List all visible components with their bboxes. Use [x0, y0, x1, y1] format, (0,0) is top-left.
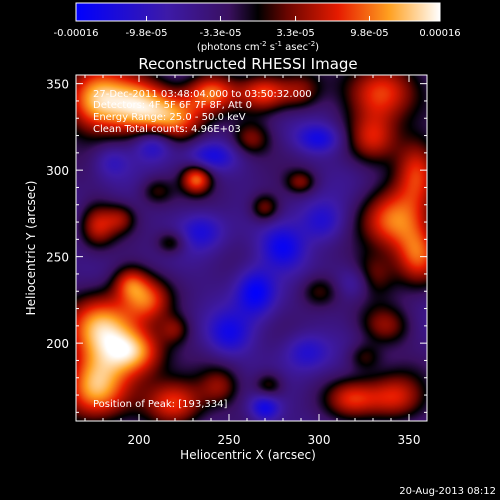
heatmap-image: [76, 75, 427, 421]
axis-ticks: 200 250 300 350 200 250 300 350: [46, 75, 428, 447]
plot-frame: [75, 74, 428, 422]
annotation-time-range: 27-Dec-2011 03:48:04.000 to 03:50:32.000: [93, 89, 312, 100]
y-tick-label: 200: [46, 337, 69, 351]
y-tick-label: 300: [46, 164, 69, 178]
annotation-clean-counts: Clean Total counts: 4.96E+03: [93, 124, 241, 135]
y-tick-label: 250: [46, 251, 69, 265]
chart-title: Reconstructed RHESSI Image: [138, 55, 357, 73]
annotation-detectors: Detectors: 4F 5F 6F 7F 8F, Att 0: [93, 100, 252, 111]
colorbar-ticks: -0.00016 -9.8e-05 -3.3e-05 3.3e-05 9.8e-05 0.…: [54, 16, 461, 39]
colorbar-tick-label: -9.8e-05: [126, 28, 168, 39]
plot-area: 200 250 300 350 200 250 300 350 27-Dec-2011 03:…: [46, 74, 428, 447]
colorbar-tick-label: -3.3e-05: [199, 28, 241, 39]
annotation-block: 27-Dec-2011 03:48:04.000 to 03:50:32.000…: [93, 89, 312, 135]
colorbar-gradient: [75, 2, 441, 22]
position-of-peak-label: Position of Peak: [193,334]: [93, 399, 227, 410]
timestamp: 20-Aug-2013 08:12: [399, 486, 496, 497]
colorbar: -0.00016 -9.8e-05 -3.3e-05 3.3e-05 9.8e-05 0.…: [54, 2, 461, 53]
colorbar-tick-label: 3.3e-05: [276, 28, 314, 39]
y-axis-label: Heliocentric Y (arcsec): [24, 181, 38, 316]
y-tick-label: 350: [46, 78, 69, 92]
colorbar-tick-label: 9.8e-05: [350, 28, 388, 39]
colorbar-tick-label: -0.00016: [54, 28, 99, 39]
x-axis-label: Heliocentric X (arcsec): [180, 448, 316, 462]
x-tick-label: 200: [128, 433, 151, 447]
x-tick-label: 250: [218, 433, 241, 447]
x-tick-label: 350: [398, 433, 421, 447]
colorbar-tick-label: 0.00016: [419, 28, 460, 39]
colorbar-unit-label: (photons cm-2 s-1 asec-2): [197, 40, 319, 53]
x-tick-label: 300: [308, 433, 331, 447]
annotation-energy-range: Energy Range: 25.0 - 50.0 keV: [93, 112, 246, 123]
